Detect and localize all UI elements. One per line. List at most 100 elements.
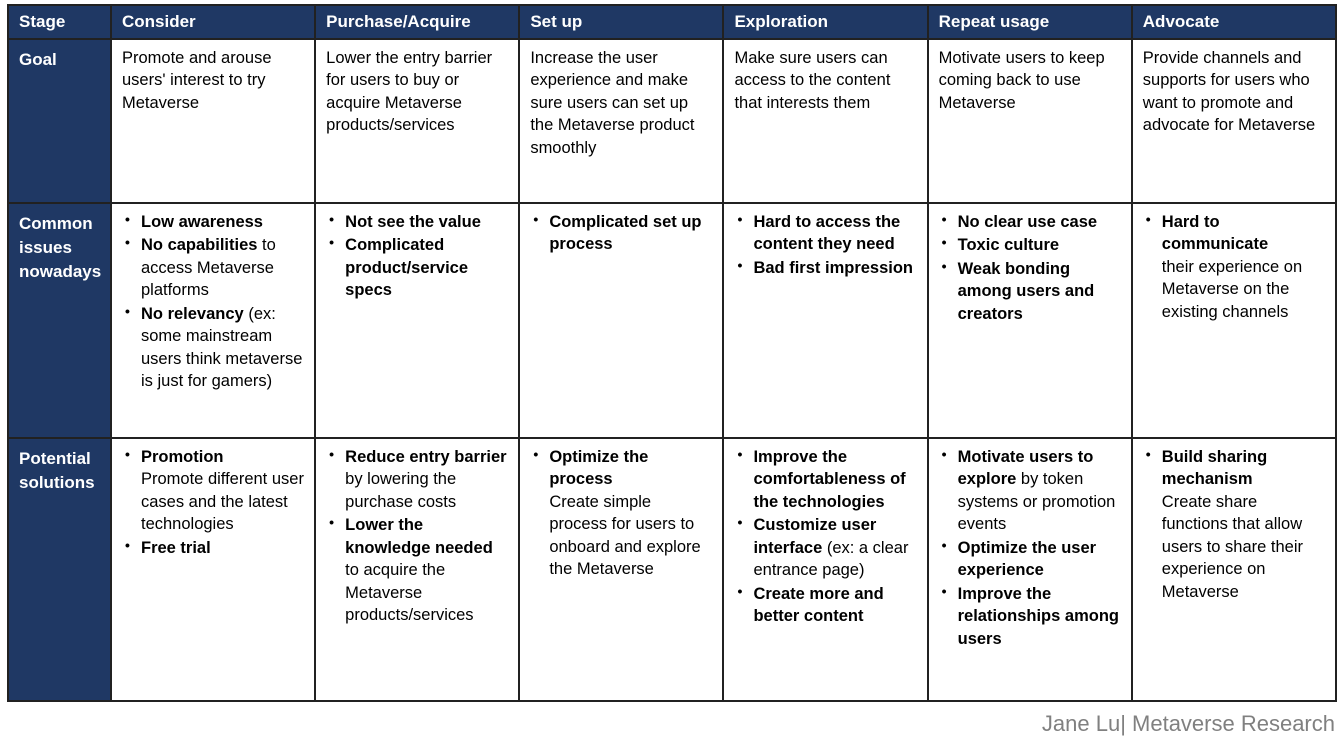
solutions-cell-repeat-usage: Motivate users to explore by token syste… [926,437,1133,702]
goal-cell-exploration: Make sure users can access to the conten… [722,38,929,204]
bullet-item: Hard to access the content they need [734,210,916,256]
solutions-cell-set-up: Optimize the process Create simple proce… [518,437,725,702]
bullet-item: Complicated product/service specs [326,233,508,301]
bold-text: Not see the value [345,213,481,231]
col-header-purchase-acquire: Purchase/Acquire [314,4,521,40]
regular-text: Create simple process for users to onboa… [549,492,701,579]
bullet-list: Low awareness No capabilities to access M… [122,210,304,393]
bullet-item: Not see the value [326,210,508,233]
issues-cell-repeat-usage: No clear use case Toxic culture Weak bondi… [926,202,1133,439]
issues-cell-set-up: Complicated set up process [518,202,725,439]
bullet-item: Lower the knowledge needed to acquire th… [326,513,508,626]
bullet-item: Build sharing mechanism Create share fun… [1143,445,1325,603]
solutions-row: Potential solutionsPromotion Promote dif… [7,437,1338,702]
regular-text: Promote different user cases and the lat… [141,470,304,534]
bullet-list: Hard to access the content they need Bad … [734,210,916,279]
bullet-list: Build sharing mechanism Create share fun… [1143,445,1325,603]
issues-cell-advocate: Hard to communicate their experience on … [1130,202,1338,439]
col-header-exploration: Exploration [722,4,929,40]
bullet-item: Complicated set up process [530,210,712,256]
bullet-item: Low awareness [122,210,304,233]
bullet-list: Promotion Promote different user cases a… [122,445,304,559]
bullet-item: Motivate users to explore by token syste… [939,445,1121,536]
bold-text: Optimize the process [549,448,649,489]
bullet-list: Not see the value Complicated product/ser… [326,210,508,302]
bold-text: Lower the knowledge needed [345,516,493,557]
solutions-cell-exploration: Improve the comfortableness of the techn… [722,437,929,702]
regular-text: their experience on Metaverse on the exi… [1161,257,1303,321]
goal-cell-repeat-usage: Motivate users to keep coming back to us… [926,38,1133,204]
bullet-item: Hard to communicate their experience on … [1143,210,1325,323]
row-label-solutions: Potential solutions [7,437,112,702]
col-header-set-up: Set up [518,4,725,40]
user-journey-table: Stage Consider Purchase/Acquire Set up Explo… [7,4,1338,702]
regular-text: Create share functions that allow users … [1161,492,1304,601]
bold-text: Promotion [141,448,224,466]
regular-text: (ex: some mainstream users think metaver… [141,304,303,391]
regular-text: to acquire the Metaverse products/servic… [345,561,474,625]
bullet-item: No capabilities to access Metaverse plat… [122,233,304,301]
bold-text: Hard to communicate [1161,213,1269,254]
bullet-item: Improve the relationships among users [939,582,1121,650]
bold-text: Complicated product/service specs [345,236,469,300]
bullet-list: Hard to communicate their experience on … [1143,210,1325,323]
row-label-issues: Common issues nowadays [7,202,112,439]
bullet-list: No clear use case Toxic culture Weak bondi… [939,210,1121,325]
bold-text: Weak bonding among users and creators [957,259,1095,323]
col-header-repeat-usage: Repeat usage [926,4,1133,40]
bullet-item: No relevancy (ex: some mainstream users … [122,302,304,393]
bullet-item: No clear use case [939,210,1121,233]
bullet-list: Complicated set up process [530,210,712,256]
bold-text: Improve the comfortableness of the techn… [753,448,906,511]
regular-text: by token systems or promotion events [957,470,1116,534]
goal-row: Goal Promote and arouse users' interest t… [7,38,1338,204]
bold-text: Reduce entry barrier [345,448,507,466]
row-label-goal: Goal [7,38,112,204]
bullet-list: Improve the comfortableness of the techn… [734,445,916,628]
bullet-item: Bad first impression [734,256,916,279]
col-header-advocate: Advocate [1130,4,1338,40]
regular-text: by lowering the purchase costs [345,470,457,511]
bold-text: Complicated set up process [549,213,702,254]
bold-text: Customize user interface [753,516,877,557]
bold-text: No relevancy [141,304,244,323]
bold-text: Free trial [141,538,211,557]
footer-credit: Jane Lu| Metaverse Research [1041,711,1335,736]
bullet-item: Free trial [122,536,304,559]
bullet-list: Optimize the process Create simple proce… [530,445,712,581]
regular-text: to access Metaverse platforms [141,236,276,300]
bold-text: No capabilities [141,236,258,255]
goal-cell-purchase-acquire: Lower the entry barrier for users to buy… [314,38,521,204]
bold-text: Hard to access the content they need [753,213,901,254]
bullet-list: Reduce entry barrier by lowering the pur… [326,445,508,627]
bold-text: Optimize the user experience [957,538,1097,580]
col-header-consider: Consider [109,4,317,40]
bold-text: No clear use case [957,213,1098,231]
bold-text: Motivate users to explore [957,448,1094,489]
regular-text: (ex: a clear entrance page) [753,538,909,580]
goal-cell-set-up: Increase the user experience and make su… [518,38,725,204]
goal-cell-advocate: Provide channels and supports for users … [1130,38,1338,204]
bullet-item: Reduce entry barrier by lowering the pur… [326,445,508,513]
bold-text: Build sharing mechanism [1161,448,1268,489]
bullet-item: Improve the comfortableness of the techn… [734,445,916,513]
bold-text: Bad first impression [753,258,914,277]
bullet-item: Customize user interface (ex: a clear en… [734,513,916,581]
solutions-cell-purchase-acquire: Reduce entry barrier by lowering the pur… [314,437,521,702]
bullet-item: Promotion Promote different user cases a… [122,445,304,536]
bullet-list: Motivate users to explore by token syste… [939,445,1121,650]
bold-text: Toxic culture [957,236,1060,255]
solutions-cell-advocate: Build sharing mechanism Create share fun… [1130,437,1338,702]
goal-cell-consider: Promote and arouse users' interest to tr… [109,38,317,204]
bullet-item: Optimize the user experience [939,536,1121,582]
solutions-cell-consider: Promotion Promote different user cases a… [109,437,317,702]
issues-cell-exploration: Hard to access the content they need Bad … [722,202,929,439]
bold-text: Create more and better content [753,584,884,626]
stage-column-header: Stage [7,4,112,40]
bold-text: Improve the relationships among users [957,584,1119,648]
issues-cell-purchase-acquire: Not see the value Complicated product/ser… [314,202,521,439]
bullet-item: Create more and better content [734,582,916,628]
bullet-item: Optimize the process Create simple proce… [530,445,712,581]
issues-row: Common issues nowadays Low awareness No ca… [7,202,1338,439]
